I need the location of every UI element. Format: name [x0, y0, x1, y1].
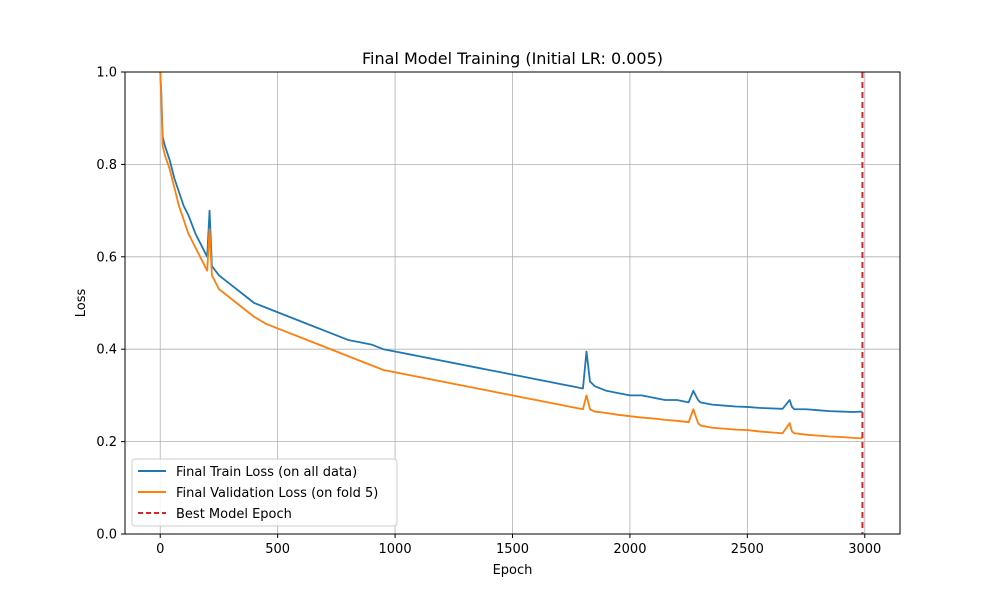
x-axis: 0 500 1000 1500 2000 2500 3000: [156, 534, 881, 557]
x-tick-label: 0: [156, 542, 164, 557]
x-tick-label: 3000: [848, 542, 881, 557]
legend-label-best-epoch: Best Model Epoch: [176, 507, 292, 522]
chart-title: Final Model Training (Initial LR: 0.005): [362, 49, 663, 68]
legend-box: [131, 458, 398, 527]
y-tick-label: 0.8: [96, 158, 117, 173]
y-tick-label: 0.6: [96, 250, 117, 265]
x-tick-label: 2500: [731, 542, 764, 557]
x-axis-label: Epoch: [493, 563, 533, 578]
y-tick-label: 0.4: [96, 343, 117, 358]
y-tick-label: 1.0: [96, 66, 117, 81]
y-tick-label: 0.0: [96, 528, 117, 543]
legend-label-train: Final Train Loss (on all data): [176, 465, 357, 480]
validation-loss-line: [159, 71, 863, 440]
x-tick-label: 1000: [379, 542, 412, 557]
x-tick-label: 500: [265, 542, 290, 557]
legend-label-validation: Final Validation Loss (on fold 5): [176, 486, 378, 501]
x-tick-label: 1500: [496, 542, 529, 557]
y-axis: 0.0 0.2 0.4 0.6 0.8 1.0: [96, 66, 125, 543]
y-tick-label: 0.2: [96, 435, 117, 450]
legend: Final Train Loss (on all data) Final Val…: [131, 458, 398, 527]
series-layer: [159, 71, 863, 440]
y-axis-label: Loss: [74, 289, 89, 318]
x-tick-label: 2000: [613, 542, 646, 557]
